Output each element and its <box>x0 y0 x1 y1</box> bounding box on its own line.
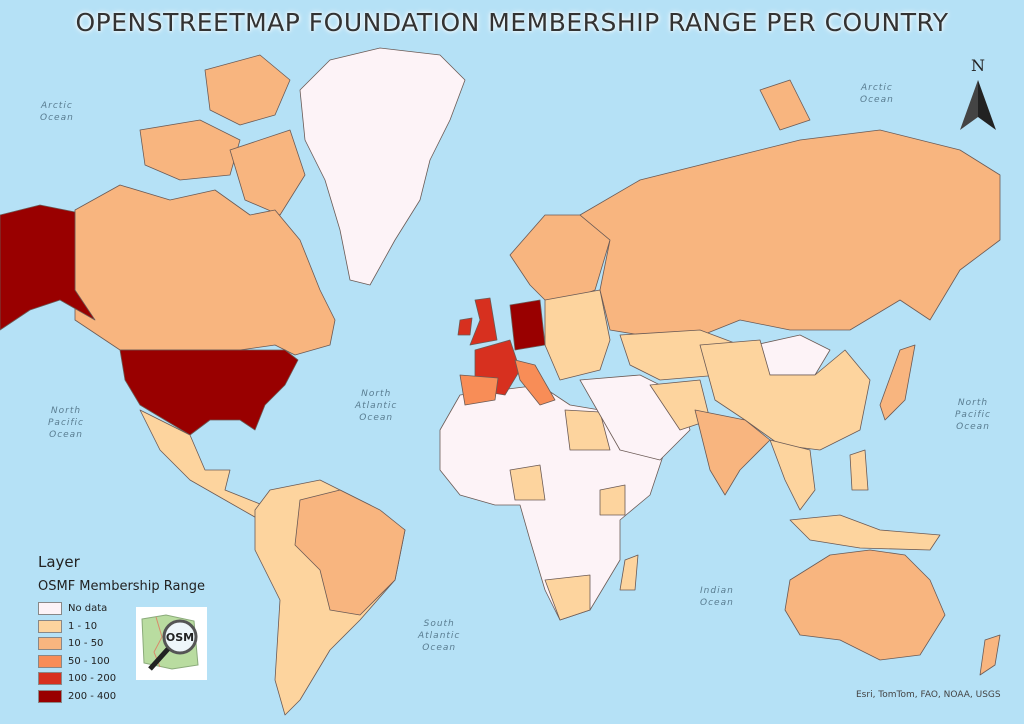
ocean-label-line: Indian <box>700 586 734 596</box>
legend-field-title: OSMF Membership Range <box>38 579 205 594</box>
country-china[interactable] <box>699 339 871 451</box>
ocean-label-line: Pacific <box>48 418 85 428</box>
country-united-kingdom[interactable] <box>469 297 498 346</box>
legend-swatch <box>38 619 62 633</box>
country-canada-islands[interactable] <box>204 54 291 126</box>
osm-logo-icon: OSM <box>141 614 199 671</box>
legend-item-200-400: 200 - 400 <box>38 688 205 706</box>
ocean-label-line: South <box>423 619 455 629</box>
country-kenya[interactable] <box>599 484 626 516</box>
country-brazil[interactable] <box>294 489 406 616</box>
ocean-label-line: Atlantic <box>418 631 461 641</box>
legend-item-10-50: 10 - 50 <box>38 635 205 653</box>
north-arrow: N <box>958 56 998 139</box>
ocean-label-line: Ocean <box>956 422 990 432</box>
ocean-label-indian: Indian Ocean <box>700 585 734 609</box>
legend-label: 200 - 400 <box>68 690 117 702</box>
country-southeast-asia[interactable] <box>769 439 816 511</box>
ocean-label-north-pacific-west: North Pacific Ocean <box>48 405 84 441</box>
ocean-label-line: Arctic <box>861 83 893 93</box>
ocean-label-line: Ocean <box>49 430 83 440</box>
country-greenland[interactable] <box>299 47 466 286</box>
legend: Layer OSMF Membership Range No data 1 - … <box>38 553 205 705</box>
legend-swatch <box>38 602 62 616</box>
ocean-label-line: Ocean <box>860 95 894 105</box>
ocean-label-arctic-east: Arctic Ocean <box>860 82 894 106</box>
ocean-label-line: Ocean <box>359 413 394 423</box>
legend-item-50-100: 50 - 100 <box>38 653 205 671</box>
country-australia[interactable] <box>784 549 946 661</box>
ocean-label-arctic-west: Arctic Ocean <box>40 100 74 124</box>
country-egypt[interactable] <box>564 409 611 451</box>
ocean-label-line: Ocean <box>40 113 74 123</box>
country-russia[interactable] <box>579 129 1001 341</box>
country-canada-islands-3[interactable] <box>229 129 306 216</box>
country-germany[interactable] <box>509 299 546 351</box>
legend-swatch <box>38 672 62 686</box>
ocean-label-line: Ocean <box>422 643 457 653</box>
legend-item-1-10: 1 - 10 <box>38 618 205 636</box>
legend-label: 100 - 200 <box>68 673 117 685</box>
legend-item-100-200: 100 - 200 <box>38 670 205 688</box>
svg-text:OSM: OSM <box>166 631 194 644</box>
country-indonesia[interactable] <box>789 514 941 551</box>
legend-item-no-data: No data <box>38 600 205 618</box>
country-russia-islands[interactable] <box>759 79 811 131</box>
legend-swatch <box>38 654 62 668</box>
north-arrow-icon <box>960 80 996 130</box>
legend-label: 10 - 50 <box>68 638 104 650</box>
country-new-zealand[interactable] <box>979 634 1001 676</box>
ocean-label-line: North <box>50 406 82 416</box>
country-india[interactable] <box>694 409 771 496</box>
ocean-label-line: Pacific <box>955 410 992 420</box>
osm-foundation-logo: OSM <box>136 607 207 680</box>
ocean-label-north-atlantic: North Atlantic Ocean <box>355 388 397 424</box>
legend-layer-title: Layer <box>38 553 80 571</box>
legend-swatch <box>38 637 62 651</box>
legend-label: No data <box>68 603 108 615</box>
ocean-label-line: Atlantic <box>355 401 398 411</box>
ocean-label-north-pacific-east: North Pacific Ocean <box>955 397 991 433</box>
country-spain[interactable] <box>459 374 499 406</box>
ocean-label-line: Arctic <box>41 101 73 111</box>
country-eastern-europe[interactable] <box>544 289 611 381</box>
country-nigeria[interactable] <box>509 464 546 501</box>
country-scandinavia[interactable] <box>509 214 611 301</box>
attribution: Esri, TomTom, FAO, NOAA, USGS <box>856 690 1001 700</box>
ocean-label-line: North <box>361 389 392 399</box>
north-label: N <box>971 56 985 75</box>
country-canada-islands-2[interactable] <box>139 119 241 181</box>
legend-swatch <box>38 689 62 703</box>
country-south-africa[interactable] <box>544 574 591 621</box>
country-canada[interactable] <box>74 184 336 356</box>
map-title: OPENSTREETMAP FOUNDATION MEMBERSHIP RANG… <box>75 8 949 37</box>
legend-label: 1 - 10 <box>68 620 98 632</box>
country-japan[interactable] <box>879 344 916 421</box>
ocean-label-south-atlantic: South Atlantic Ocean <box>418 618 460 654</box>
country-philippines[interactable] <box>849 449 869 491</box>
ocean-label-line: Ocean <box>700 598 734 608</box>
country-alaska[interactable] <box>0 204 96 331</box>
legend-label: 50 - 100 <box>68 655 110 667</box>
country-italy[interactable] <box>514 359 556 406</box>
country-ireland[interactable] <box>457 317 473 336</box>
country-madagascar[interactable] <box>619 554 639 591</box>
ocean-label-line: North <box>957 398 989 408</box>
country-united-states[interactable] <box>119 349 299 436</box>
